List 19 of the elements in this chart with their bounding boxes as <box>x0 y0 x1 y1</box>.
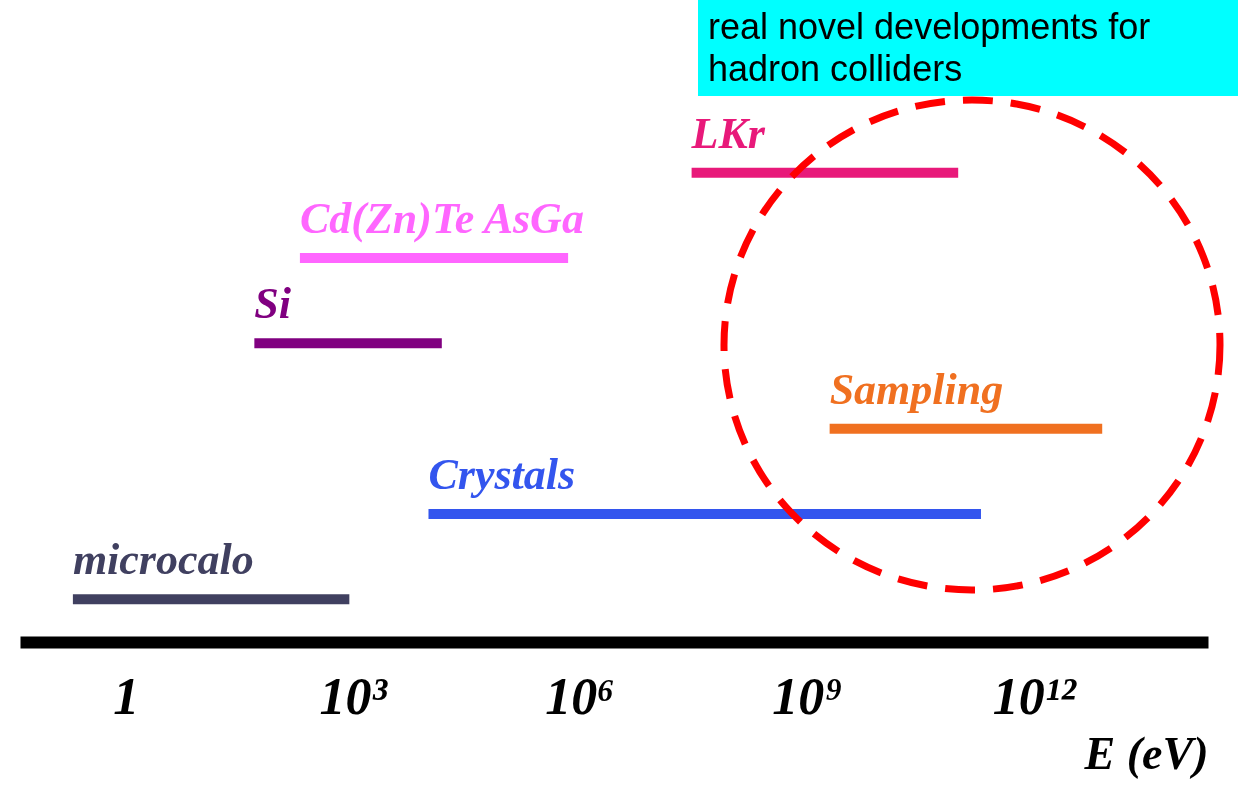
y-tick-label: LKr <box>690 108 766 158</box>
bar <box>299 253 569 263</box>
bar <box>254 338 442 349</box>
bar <box>829 423 1103 434</box>
y-tick-label: Cd(Zn)Te AsGa <box>299 194 584 243</box>
bar <box>691 167 959 178</box>
bar <box>428 509 981 519</box>
x-tick-label: 10⁹ <box>772 667 843 725</box>
text: real novel developments for hadron colliders <box>698 0 1238 96</box>
y-tick-label: Si <box>254 279 292 329</box>
x-axis-title: E (eV) <box>1083 727 1209 779</box>
y-tick-label: Sampling <box>829 364 1004 414</box>
bar <box>72 594 350 605</box>
y-tick-label: Crystals <box>428 450 576 499</box>
y-tick-label: microcalo <box>72 535 254 585</box>
x-tick-label: 10³ <box>319 667 389 725</box>
x-tick-label: 10¹² <box>992 667 1078 725</box>
x-tick-label: 1 <box>113 667 140 725</box>
x-tick-label: 10⁶ <box>545 667 616 725</box>
